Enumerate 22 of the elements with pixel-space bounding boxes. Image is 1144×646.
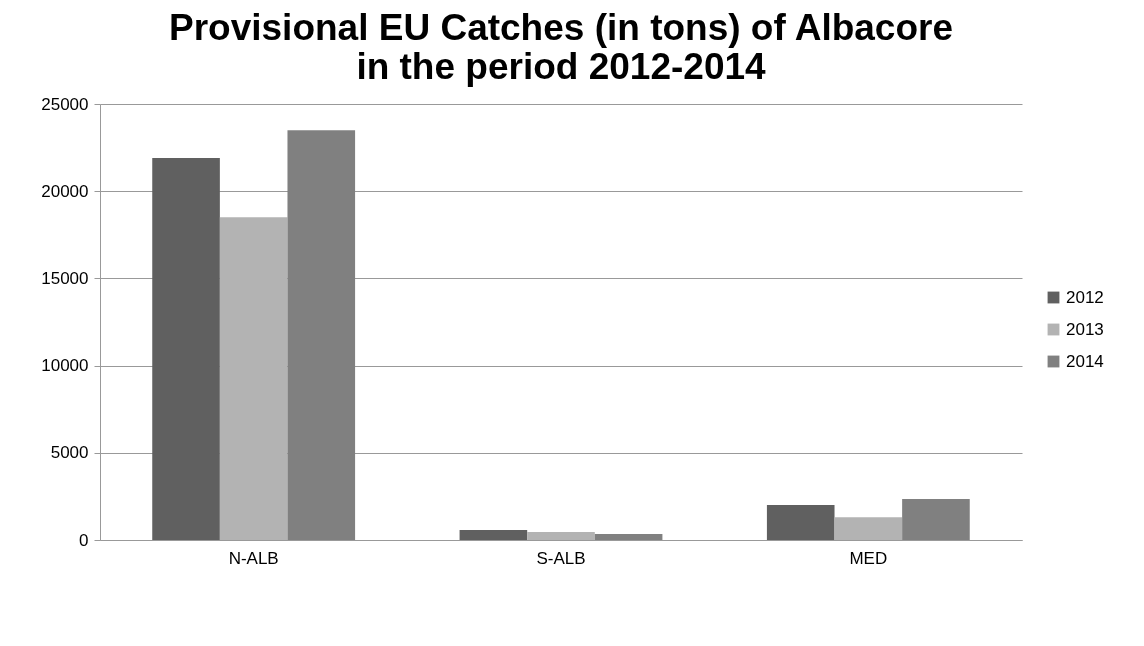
legend-label: 2014 — [1066, 351, 1104, 371]
bar — [287, 130, 356, 540]
x-tick-label: N-ALB — [228, 548, 279, 568]
chart-title: Provisional EU Catches (in tons) of Albacore in the period 2012-2014 — [169, 7, 953, 87]
bar — [459, 530, 528, 540]
bar — [527, 531, 595, 540]
bar — [152, 158, 220, 540]
bar — [219, 217, 288, 540]
bar — [834, 517, 903, 540]
y-tick-label: 15000 — [41, 268, 89, 288]
bar — [594, 534, 663, 540]
y-tick-label: 0 — [79, 530, 89, 550]
y-tick-label: 10000 — [41, 356, 89, 376]
x-tick-label: MED — [849, 548, 888, 568]
legend-label: 2012 — [1066, 287, 1104, 307]
y-tick-label: 5000 — [50, 443, 89, 463]
bar — [766, 505, 835, 540]
bar — [902, 499, 970, 540]
x-tick-label: S-ALB — [536, 548, 586, 568]
y-tick-label: 25000 — [41, 94, 89, 114]
legend-label: 2013 — [1066, 319, 1104, 339]
y-tick-label: 20000 — [41, 181, 89, 201]
